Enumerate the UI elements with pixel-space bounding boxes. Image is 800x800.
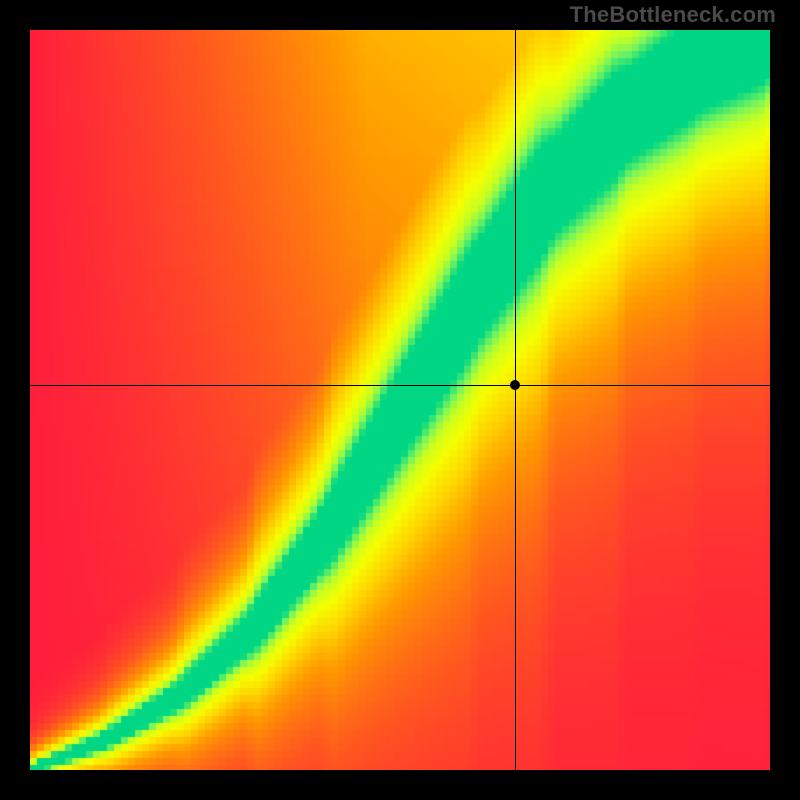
chart-frame: TheBottleneck.com — [0, 0, 800, 800]
watermark-text: TheBottleneck.com — [570, 2, 776, 28]
marker-dot — [510, 380, 520, 390]
plot-area — [30, 30, 770, 770]
crosshair-horizontal — [30, 385, 770, 386]
crosshair-vertical — [515, 30, 516, 770]
heatmap-canvas — [30, 30, 770, 770]
